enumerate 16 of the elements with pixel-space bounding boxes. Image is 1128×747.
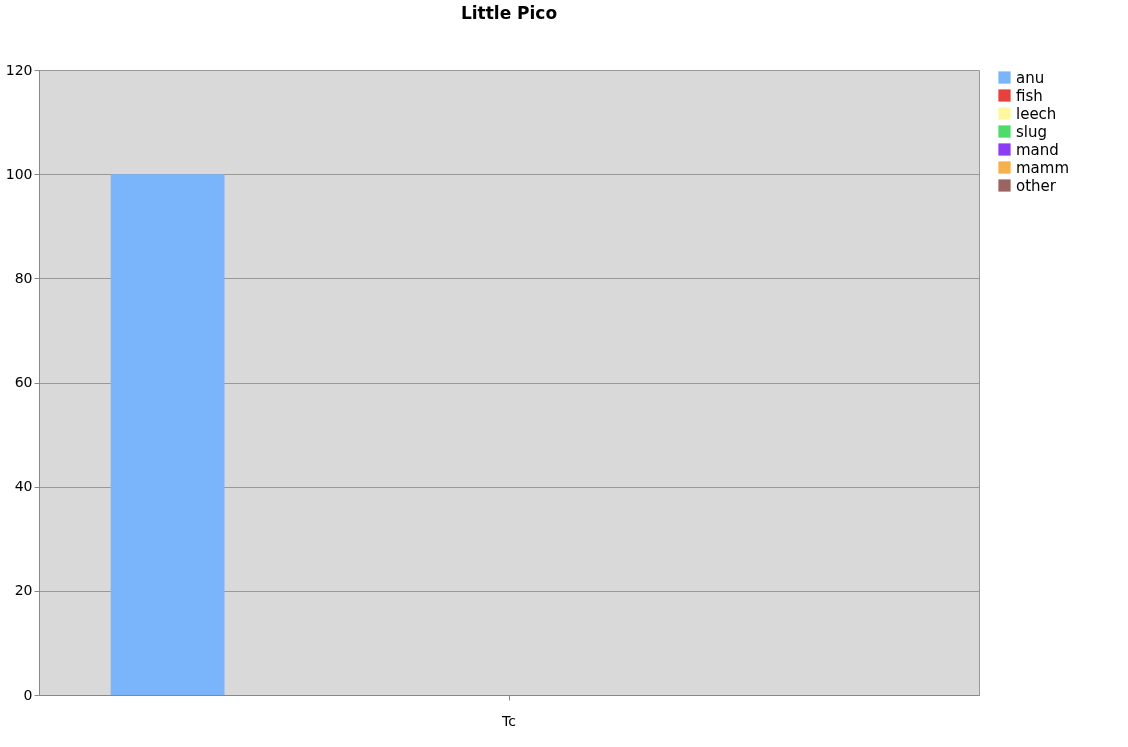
legend-label: anu: [1016, 68, 1045, 87]
y-tick-label: 0: [23, 686, 33, 703]
legend-label: leech: [1016, 104, 1057, 123]
y-tick-label: 80: [14, 269, 33, 286]
chart-title: Little Pico: [460, 3, 558, 23]
x-tick-label: Tc: [501, 712, 516, 729]
legend-label: other: [1016, 176, 1057, 195]
y-tick-label: 120: [5, 61, 33, 78]
y-tick-label: 100: [5, 165, 33, 182]
legend-label: slug: [1016, 122, 1048, 141]
y-tick-label: 40: [14, 478, 33, 495]
legend-label: mand: [1016, 140, 1059, 159]
y-tick-label: 60: [14, 374, 33, 390]
y-tick-label: 20: [14, 582, 33, 599]
legend-label: fish: [1016, 86, 1043, 105]
legend-label: mamm: [1016, 158, 1070, 177]
